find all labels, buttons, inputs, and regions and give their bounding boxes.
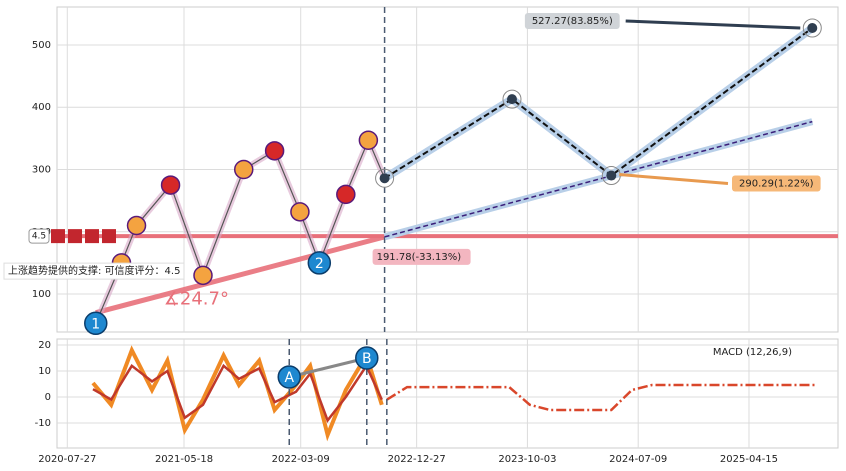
uptrend-badge xyxy=(372,248,471,265)
score-icon xyxy=(85,229,99,244)
uptrend-line xyxy=(95,234,386,316)
x-tick-label: 2024-07-09 xyxy=(609,454,667,465)
wave-label: A xyxy=(284,370,294,386)
wave-marker xyxy=(277,365,301,389)
wave-label: B xyxy=(362,351,372,367)
x-tick-label: 2025-04-15 xyxy=(720,454,778,465)
target-badge xyxy=(731,175,821,192)
target-label: 527.27(83.85%) xyxy=(532,16,613,27)
x-tick-label: 2022-12-27 xyxy=(388,454,446,465)
wave-label: 1 xyxy=(91,316,100,332)
projection-ring xyxy=(375,168,395,188)
support-badge: 4.5 xyxy=(32,232,46,242)
score-icon xyxy=(102,229,116,244)
support-badge-box xyxy=(28,228,50,244)
projection-line xyxy=(384,27,813,180)
projection-point xyxy=(506,94,517,105)
target-arrow xyxy=(625,19,801,30)
wave-marker xyxy=(307,251,332,275)
x-tick-label: 2023-10-03 xyxy=(498,454,556,465)
macd-title: MACD (12,26,9) xyxy=(713,347,792,358)
y-tick-label: 0 xyxy=(45,392,51,403)
note-icon xyxy=(336,184,356,205)
y-tick-label: 500 xyxy=(32,40,51,51)
target-arrow xyxy=(619,173,729,186)
note-icon xyxy=(160,175,181,195)
score-icon xyxy=(68,229,82,244)
wave-marker xyxy=(355,346,379,370)
wave-marker xyxy=(84,311,108,336)
angle-label: ∡24.7° xyxy=(164,289,229,310)
plot-layer: 100200300400500527.27(83.85%)290.29(1.22… xyxy=(3,7,838,465)
y-tick-label: -10 xyxy=(35,418,51,429)
y-tick-label: 100 xyxy=(32,289,51,300)
wave-label: 2 xyxy=(315,256,324,272)
x-tick-label: 2021-05-18 xyxy=(155,454,213,465)
y-tick-label: 400 xyxy=(32,102,51,113)
note-icon xyxy=(193,265,213,286)
projection-ring xyxy=(502,89,522,109)
score-icon xyxy=(51,229,65,244)
signal-line xyxy=(92,363,383,423)
macd-projection xyxy=(386,383,816,412)
wave-connector xyxy=(288,356,368,379)
y-tick-label: 20 xyxy=(38,340,51,351)
y-tick-label: 300 xyxy=(32,165,51,176)
projection-point xyxy=(379,173,390,184)
target-badge xyxy=(524,13,620,30)
projection-point xyxy=(606,170,617,181)
target-label: 290.29(1.22%) xyxy=(739,179,814,190)
note-icon xyxy=(358,130,379,150)
support-text-box xyxy=(3,262,185,280)
projection-ring xyxy=(802,18,822,38)
x-tick-label: 2020-07-27 xyxy=(38,454,96,465)
note-icon xyxy=(264,141,285,161)
y-tick-label: 10 xyxy=(38,366,51,377)
note-icon xyxy=(126,215,147,236)
uptrend-label: 191.78(-33.13%) xyxy=(377,252,462,263)
note-icon xyxy=(233,159,254,180)
x-tick-label: 2022-03-09 xyxy=(272,454,330,465)
projection-point xyxy=(807,23,818,34)
trend-line xyxy=(384,120,813,238)
note-icon xyxy=(290,202,310,222)
support-label: 上涨趋势提供的支撑: 可信度评分：4.5 xyxy=(8,264,180,277)
